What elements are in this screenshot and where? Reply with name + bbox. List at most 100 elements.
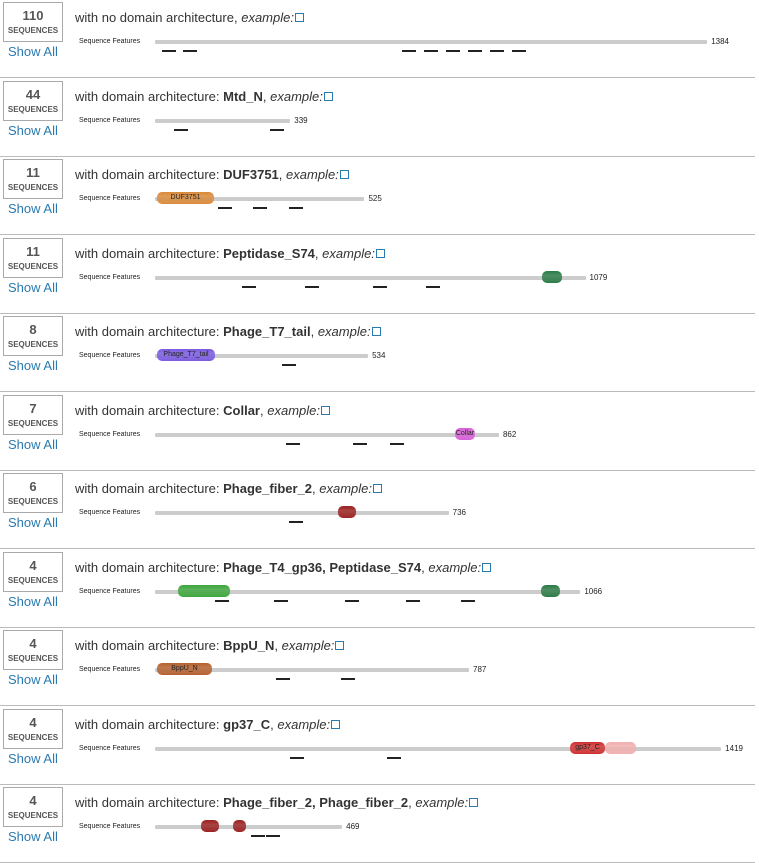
architecture: BppU_N: [223, 638, 275, 653]
example-link[interactable]: example:: [267, 402, 320, 418]
count-box: 4 SEQUENCES: [3, 630, 63, 670]
example-link[interactable]: example:: [428, 559, 482, 575]
description-text: with domain architecture:: [75, 481, 220, 496]
features-label: Sequence Features: [79, 509, 141, 516]
external-icon[interactable]: [375, 248, 385, 258]
external-icon[interactable]: [294, 13, 304, 22]
sequence-length: 339: [294, 115, 308, 125]
show-all-link[interactable]: Show All: [8, 44, 58, 59]
feature-mark: [276, 678, 290, 680]
external-icon[interactable]: [339, 170, 349, 179]
features-label: Sequence Features: [79, 744, 141, 752]
architecture: Phage_T7_tail: [223, 324, 311, 339]
show-all-link[interactable]: Show All: [8, 279, 58, 295]
domain[interactable]: [605, 741, 636, 754]
sequences-label: SEQUENCES: [7, 340, 59, 349]
sequence-count: 110: [22, 8, 44, 23]
sequence-bar: [155, 197, 365, 201]
show-all-link[interactable]: Show All: [8, 829, 58, 844]
description: with no domain architecture, example:: [75, 10, 304, 25]
show-all-link[interactable]: Show All: [8, 122, 58, 138]
sequence-bar: [155, 825, 343, 829]
domain[interactable]: gp37_C: [570, 741, 605, 754]
feature-mark: [266, 835, 280, 837]
external-icon[interactable]: [469, 798, 479, 807]
feature-mark: [305, 285, 319, 288]
domain[interactable]: [541, 584, 560, 597]
sequence-length: 1419: [725, 743, 743, 753]
result-row: 6 SEQUENCES Show All with domain architectu…: [0, 471, 755, 549]
sequence-bar: [155, 275, 586, 280]
external-icon[interactable]: [482, 562, 492, 572]
sequence-count: 8: [29, 322, 37, 337]
domain[interactable]: [233, 820, 246, 832]
example-link[interactable]: example:: [415, 795, 469, 810]
description: with domain architecture: DUF3751, examp…: [75, 167, 349, 182]
feature-mark: [215, 599, 229, 602]
external-icon[interactable]: [323, 91, 333, 101]
sequence-bar: [155, 746, 722, 751]
external-icon[interactable]: [373, 484, 383, 493]
feature-mark: [289, 207, 303, 209]
example-link[interactable]: example:: [286, 167, 339, 182]
domain[interactable]: BppU_N: [157, 663, 212, 675]
example-link[interactable]: example:: [277, 716, 331, 732]
external-icon[interactable]: [371, 327, 381, 336]
example-link[interactable]: example:: [317, 324, 371, 339]
description-text: with domain architecture:: [75, 167, 220, 182]
feature-mark: [373, 285, 387, 288]
separator: ,: [421, 559, 425, 575]
domain[interactable]: [157, 114, 170, 126]
feature-mark: [290, 756, 304, 759]
feature-mark: [174, 128, 188, 131]
description: with domain architecture: Phage_T4_gp36,…: [75, 559, 492, 575]
feature-mark: [426, 285, 440, 288]
example-link[interactable]: example:: [270, 88, 323, 104]
result-row: 11 SEQUENCES Show All with domain architect…: [0, 157, 755, 235]
show-all-link[interactable]: Show All: [8, 672, 58, 687]
show-all-link[interactable]: Show All: [8, 201, 58, 216]
sequences-label: SEQUENCES: [7, 654, 59, 663]
external-icon[interactable]: [320, 405, 330, 415]
show-all-link[interactable]: Show All: [8, 358, 58, 373]
domain[interactable]: [338, 506, 356, 518]
count-box: 8 SEQUENCES: [3, 316, 63, 356]
feature-mark: [461, 599, 475, 602]
sequence-bar: [155, 354, 369, 358]
example-link[interactable]: example:: [322, 245, 375, 261]
external-icon[interactable]: [335, 641, 345, 650]
separator: ,: [312, 481, 316, 496]
example-link[interactable]: example:: [319, 481, 373, 496]
architecture: Phage_fiber_2, Phage_fiber_2: [223, 795, 409, 810]
feature-mark: [251, 835, 265, 837]
feature-mark: [424, 50, 438, 52]
show-all-link[interactable]: Show All: [8, 515, 58, 530]
domain[interactable]: [178, 584, 230, 597]
count-box: 4 SEQUENCES: [3, 787, 63, 827]
domain[interactable]: [201, 820, 219, 832]
show-all-link[interactable]: Show All: [8, 436, 58, 452]
domain[interactable]: Collar: [455, 427, 475, 440]
sequence-count: 7: [29, 400, 37, 416]
example-link[interactable]: example:: [241, 10, 294, 25]
separator: ,: [270, 716, 274, 732]
feature-mark: [406, 599, 420, 602]
external-icon[interactable]: [331, 719, 341, 729]
feature-mark: [270, 128, 284, 131]
separator: ,: [259, 402, 264, 418]
feature-mark: [402, 50, 416, 52]
show-all-link[interactable]: Show All: [8, 593, 58, 609]
show-all-link[interactable]: Show All: [8, 750, 58, 766]
sequence-count: 4: [29, 714, 37, 730]
domain[interactable]: [542, 270, 562, 283]
count-box: 6 SEQUENCES: [3, 473, 63, 513]
example-link[interactable]: example:: [281, 638, 335, 653]
feature-mark: [387, 756, 401, 759]
sequences-label: SEQUENCES: [7, 418, 59, 428]
features-label: Sequence Features: [79, 430, 141, 438]
domain[interactable]: DUF3751: [157, 192, 214, 204]
sequence-length: 1066: [584, 586, 603, 596]
domain[interactable]: Phage_T7_tail: [157, 349, 215, 361]
sequence-count: 6: [29, 479, 37, 494]
sequence-length: 1384: [711, 37, 729, 46]
